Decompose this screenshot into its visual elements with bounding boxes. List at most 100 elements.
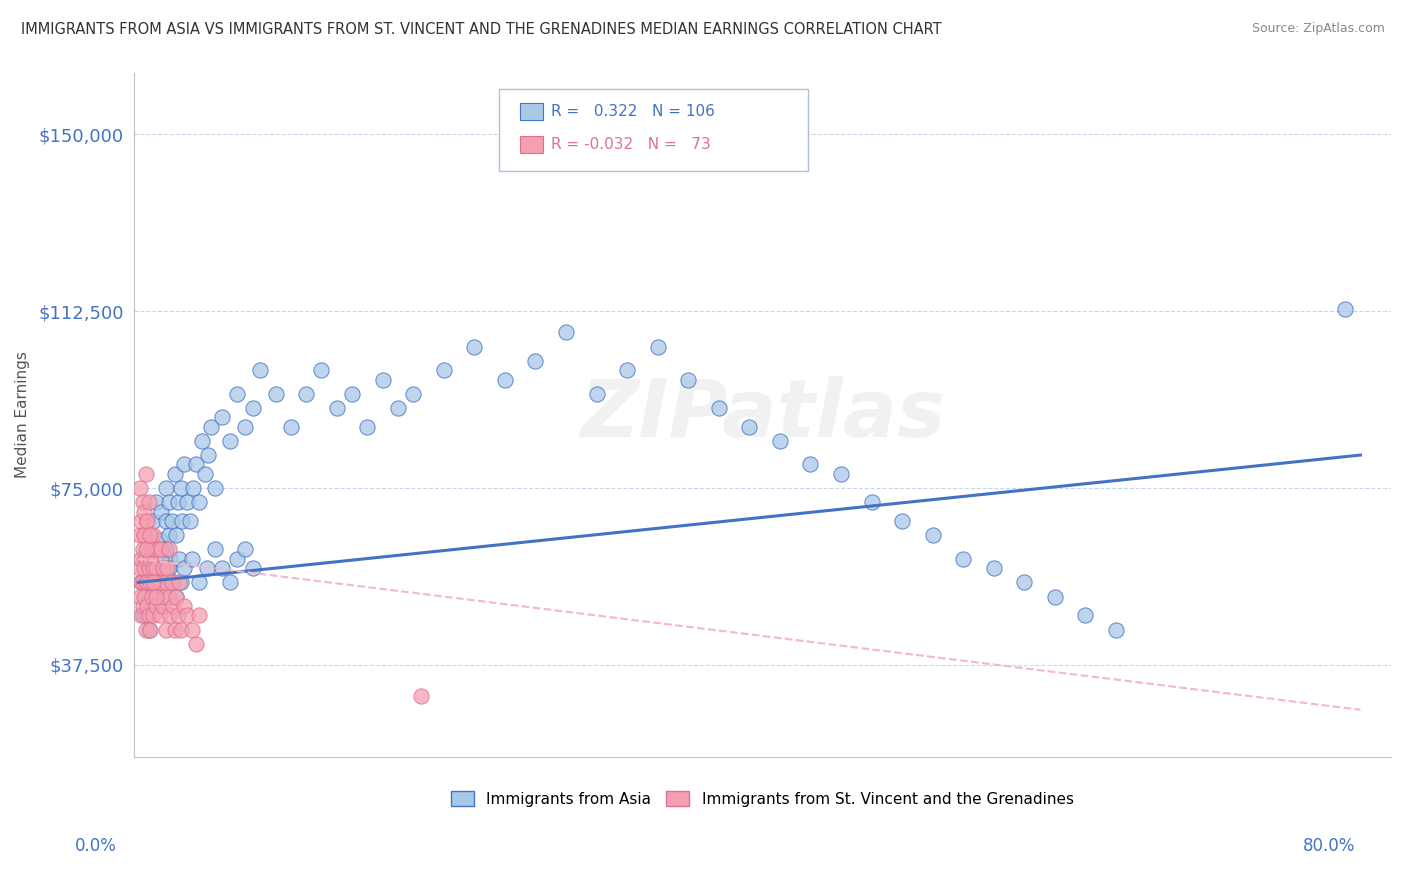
Point — [132, 599, 155, 613]
Point — [616, 363, 638, 377]
Point — [179, 514, 201, 528]
Point — [647, 340, 669, 354]
Point — [160, 514, 183, 528]
Point — [830, 467, 852, 481]
Point — [170, 623, 193, 637]
Point — [1074, 608, 1097, 623]
Point — [128, 528, 150, 542]
Point — [141, 599, 163, 613]
Point — [135, 575, 157, 590]
Point — [145, 551, 167, 566]
Point — [194, 467, 217, 481]
Point — [409, 689, 432, 703]
Point — [139, 528, 162, 542]
Point — [186, 458, 208, 472]
Point — [157, 561, 180, 575]
Point — [159, 608, 181, 623]
Point — [156, 561, 179, 575]
Text: Source: ZipAtlas.com: Source: ZipAtlas.com — [1251, 22, 1385, 36]
Point — [145, 561, 167, 575]
Point — [135, 551, 157, 566]
Point — [218, 434, 240, 448]
Point — [676, 373, 699, 387]
Point — [155, 481, 177, 495]
Point — [167, 495, 190, 509]
Point — [134, 528, 156, 542]
Point — [160, 575, 183, 590]
Point — [197, 448, 219, 462]
Point — [738, 419, 761, 434]
Point — [152, 561, 174, 575]
Point — [134, 590, 156, 604]
Point — [555, 326, 578, 340]
Point — [142, 575, 165, 590]
Point — [162, 599, 184, 613]
Point — [180, 623, 202, 637]
Point — [242, 561, 264, 575]
Point — [769, 434, 792, 448]
Point — [311, 363, 333, 377]
Point — [129, 575, 152, 590]
Point — [138, 495, 160, 509]
Point — [188, 495, 211, 509]
Point — [134, 561, 156, 575]
Point — [128, 590, 150, 604]
Point — [152, 580, 174, 594]
Point — [200, 419, 222, 434]
Point — [176, 608, 198, 623]
Point — [142, 575, 165, 590]
Point — [165, 590, 187, 604]
Point — [152, 599, 174, 613]
Point — [195, 561, 218, 575]
Point — [159, 551, 181, 566]
Point — [157, 542, 180, 557]
Point — [433, 363, 456, 377]
Point — [233, 542, 256, 557]
Point — [143, 542, 166, 557]
Point — [173, 458, 195, 472]
Point — [145, 561, 167, 575]
Text: 80.0%: 80.0% — [1302, 837, 1355, 855]
Legend: Immigrants from Asia, Immigrants from St. Vincent and the Grenadines: Immigrants from Asia, Immigrants from St… — [443, 783, 1081, 814]
Point — [129, 608, 152, 623]
Point — [134, 505, 156, 519]
Point — [155, 514, 177, 528]
Text: 0.0%: 0.0% — [75, 837, 117, 855]
Point — [170, 575, 193, 590]
Point — [132, 575, 155, 590]
Point — [165, 528, 187, 542]
Point — [952, 551, 974, 566]
Point — [129, 551, 152, 566]
Point — [153, 590, 176, 604]
Point — [135, 542, 157, 557]
Point — [134, 551, 156, 566]
Point — [211, 561, 233, 575]
Point — [138, 561, 160, 575]
Point — [156, 561, 179, 575]
Point — [585, 386, 607, 401]
Point — [135, 608, 157, 623]
Point — [170, 481, 193, 495]
Point — [180, 551, 202, 566]
Point — [494, 373, 516, 387]
Point — [204, 481, 226, 495]
Point — [135, 623, 157, 637]
Point — [155, 575, 177, 590]
Text: R = -0.032   N =   73: R = -0.032 N = 73 — [551, 137, 711, 152]
Point — [142, 608, 165, 623]
Point — [157, 528, 180, 542]
Point — [264, 386, 287, 401]
Point — [155, 542, 177, 557]
Point — [146, 575, 169, 590]
Point — [150, 542, 173, 557]
Point — [402, 386, 425, 401]
Point — [249, 363, 271, 377]
Point — [165, 590, 187, 604]
Point — [141, 542, 163, 557]
Point — [211, 410, 233, 425]
Point — [226, 551, 249, 566]
Point — [128, 561, 150, 575]
Point — [1014, 575, 1036, 590]
Point — [136, 542, 159, 557]
Point — [132, 495, 155, 509]
